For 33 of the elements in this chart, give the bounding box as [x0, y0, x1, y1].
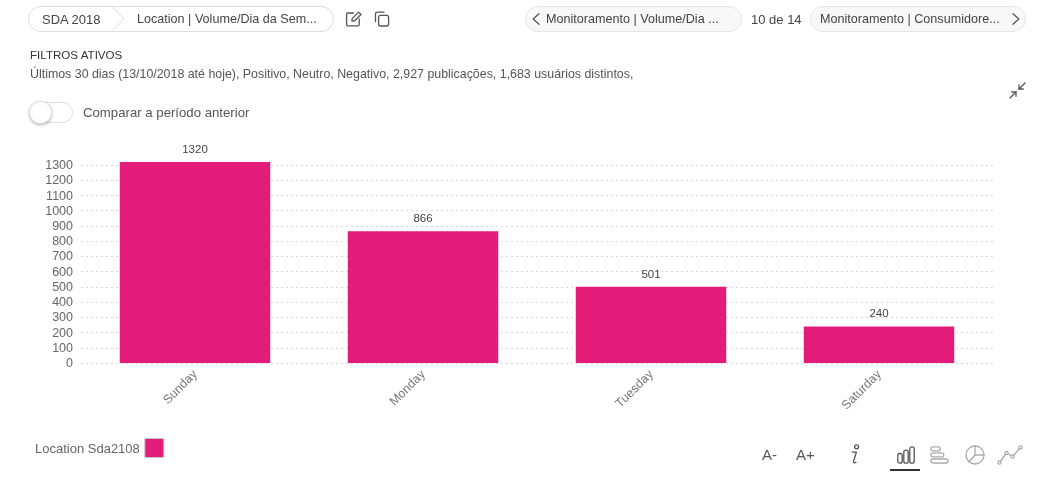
y-tick-label: 100: [52, 340, 74, 355]
text: 10 de 14: [751, 12, 802, 27]
legend-label: Location Sda2108: [35, 440, 140, 456]
text: FILTROS ATIVOS: [30, 48, 123, 61]
y-tick-label: 1100: [46, 188, 74, 203]
text: A-: [762, 446, 777, 463]
text: Location | Volume/Dia da Sem...: [137, 12, 317, 26]
text: Monitoramento | Consumidore...: [820, 12, 1000, 26]
text: A+: [796, 446, 815, 463]
data-label: 240: [869, 307, 889, 320]
text: Comparar a período anterior: [83, 105, 250, 120]
y-tick-label: 0: [66, 356, 74, 370]
bar: [347, 231, 499, 363]
y-tick-label: 200: [52, 325, 74, 340]
y-tick-label: 700: [52, 249, 74, 264]
y-tick-label: 500: [52, 279, 74, 294]
bar: [803, 326, 955, 363]
bar: [119, 162, 271, 363]
text: SDA 2018: [42, 12, 101, 27]
data-label: 501: [641, 267, 661, 280]
data-label: 1320: [182, 143, 208, 155]
y-tick-label: 1300: [45, 158, 74, 173]
bar: [575, 286, 727, 363]
y-tick-label: 1000: [45, 203, 74, 218]
text: Últimos 30 dias (13/10/2018 até hoje), Positivo, Neutro, Negativo, 2,927 publicações, 1,683 usuários distintos,: [30, 67, 634, 81]
y-tick-label: 600: [52, 264, 74, 279]
y-tick-label: 300: [52, 310, 74, 325]
y-tick-label: 400: [52, 295, 74, 310]
y-tick-label: 800: [52, 234, 74, 249]
y-tick-label: 1200: [45, 173, 74, 188]
data-label: 866: [413, 212, 433, 225]
y-tick-label: 900: [52, 218, 74, 233]
text: Monitoramento | Volume/Dia ...: [546, 12, 719, 26]
